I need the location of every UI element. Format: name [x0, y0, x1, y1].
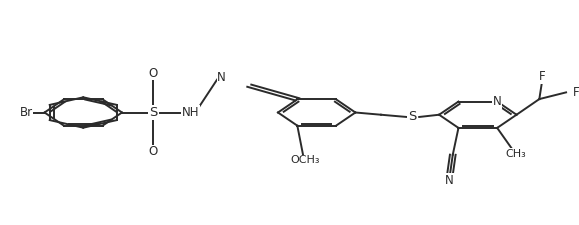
- Text: O: O: [149, 145, 158, 158]
- Text: F: F: [573, 86, 579, 99]
- Text: S: S: [408, 110, 416, 124]
- Text: CH₃: CH₃: [505, 149, 526, 159]
- Text: N: N: [445, 174, 454, 187]
- Text: Br: Br: [20, 106, 33, 119]
- Text: O: O: [149, 67, 158, 80]
- Text: NH: NH: [182, 106, 199, 119]
- Text: OCH₃: OCH₃: [290, 155, 320, 165]
- Text: N: N: [493, 95, 501, 108]
- Text: F: F: [539, 70, 545, 83]
- Text: S: S: [149, 106, 157, 119]
- Text: N: N: [217, 71, 226, 84]
